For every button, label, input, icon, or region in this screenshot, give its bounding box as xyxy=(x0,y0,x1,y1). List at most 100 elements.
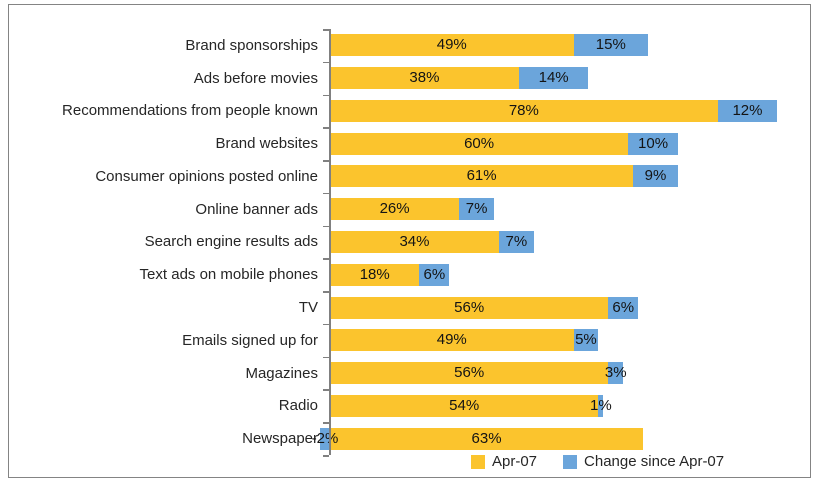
bar-apr07: 38% xyxy=(330,67,519,90)
row-bars: 49% 5% xyxy=(330,324,813,357)
bar-change-since-apr07: 3% xyxy=(605,362,627,385)
category-label: Online banner ads xyxy=(195,200,318,218)
row-bars: 78% 12% xyxy=(330,95,813,128)
axis-tick xyxy=(323,323,329,326)
bar-value-label: 63% xyxy=(471,429,502,447)
bar-change-since-apr07: 5% xyxy=(573,329,599,352)
chart-row: Brand sponsorships 49% 15% xyxy=(0,29,813,62)
bar-change-since-apr07: -2% xyxy=(312,427,338,450)
chart-row: Newspaper 63% -2% xyxy=(0,422,813,455)
chart-row: Recommendations from people known 78% 12% xyxy=(0,95,813,128)
bar-change-since-apr07: 15% xyxy=(573,34,649,57)
bar-value-label: 34% xyxy=(399,232,430,250)
row-bars: 38% 14% xyxy=(330,62,813,95)
bar-apr07: 56% xyxy=(330,362,609,385)
axis-tick xyxy=(323,258,329,260)
bar-value-label: 61% xyxy=(466,167,497,185)
bar-value-label: 26% xyxy=(379,200,410,218)
bar-change-since-apr07: 1% xyxy=(590,394,612,417)
axis-tick xyxy=(323,29,329,31)
row-bars: 18% 6% xyxy=(330,258,813,291)
chart-plot-area: Brand sponsorships 49% 15% Ads before movie… xyxy=(0,29,813,455)
category-label: Newspaper xyxy=(242,430,318,448)
row-bars: 49% 15% xyxy=(330,29,813,62)
bar-value-label: 15% xyxy=(595,36,626,54)
bar-apr07: 49% xyxy=(330,34,574,57)
bar-value-label: 78% xyxy=(508,101,539,119)
axis-tick xyxy=(323,160,329,162)
chart-row: Consumer opinions posted online 61% 9% xyxy=(0,160,813,193)
bar-apr07: 34% xyxy=(330,230,499,253)
bar-value-label: 49% xyxy=(436,331,467,349)
row-bars: 56% 6% xyxy=(330,291,813,324)
row-bars: 54% 1% xyxy=(330,389,813,422)
bar-change-since-apr07: 10% xyxy=(628,132,678,155)
bar-value-label: 7% xyxy=(505,232,528,250)
category-label: Search engine results ads xyxy=(144,233,318,251)
bar-value-label: 1% xyxy=(590,396,612,414)
chart-row: Online banner ads 26% 7% xyxy=(0,193,813,226)
bar-value-label: 56% xyxy=(454,298,485,316)
category-label: Ads before movies xyxy=(193,69,318,87)
category-label: Text ads on mobile phones xyxy=(139,266,318,284)
axis-tick xyxy=(323,389,329,391)
bar-apr07: 54% xyxy=(330,394,599,417)
bar-value-label: 5% xyxy=(575,331,597,349)
row-bars: 26% 7% xyxy=(330,193,813,226)
bar-value-label: -2% xyxy=(311,429,339,447)
bar-apr07: 60% xyxy=(330,132,629,155)
bar-value-label: 14% xyxy=(538,69,569,87)
row-bars: 34% 7% xyxy=(330,226,813,259)
axis-tick xyxy=(323,127,329,129)
category-label: Brand sponsorships xyxy=(185,36,318,54)
bar-value-label: 10% xyxy=(638,134,669,152)
bar-value-label: 60% xyxy=(464,134,495,152)
legend-swatch-apr07 xyxy=(471,454,485,469)
legend-label-apr07: Apr-07 xyxy=(492,453,538,470)
bar-change-since-apr07: 14% xyxy=(518,67,589,90)
bar-apr07: 26% xyxy=(330,198,460,221)
category-axis-line xyxy=(323,29,331,457)
axis-tick xyxy=(323,192,329,195)
legend: Apr-07 Change since Apr-07 xyxy=(471,453,724,470)
axis-tick xyxy=(323,291,329,293)
bar-change-since-apr07: 7% xyxy=(498,230,534,253)
bar-value-label: 54% xyxy=(449,396,480,414)
bar-value-label: 7% xyxy=(465,200,488,218)
chart-row: Magazines 56% 3% xyxy=(0,357,813,390)
bar-apr07: 49% xyxy=(330,329,574,352)
bar-apr07: 78% xyxy=(330,99,718,122)
category-label: Magazines xyxy=(245,364,318,382)
axis-tick xyxy=(323,455,329,457)
axis-tick xyxy=(323,61,329,64)
legend-item-apr07: Apr-07 xyxy=(471,453,537,470)
bar-value-label: 6% xyxy=(423,265,446,283)
category-label: Recommendations from people known xyxy=(62,102,318,120)
category-label: Radio xyxy=(278,397,318,415)
chart-row: TV 56% 6% xyxy=(0,291,813,324)
bar-change-since-apr07: 12% xyxy=(717,99,778,122)
axis-tick xyxy=(323,225,329,228)
bar-value-label: 6% xyxy=(612,298,635,316)
axis-tick xyxy=(323,422,329,424)
bar-value-label: 49% xyxy=(436,36,467,54)
chart-row: Text ads on mobile phones 18% 6% xyxy=(0,258,813,291)
row-bars: 63% -2% xyxy=(312,422,813,455)
bar-value-label: 3% xyxy=(604,364,627,382)
category-label: TV xyxy=(298,299,318,316)
bar-change-since-apr07: 6% xyxy=(608,296,639,319)
bar-apr07: 56% xyxy=(330,296,609,319)
bar-change-since-apr07: 6% xyxy=(419,263,450,286)
row-bars: 56% 3% xyxy=(330,357,813,390)
bar-apr07: 63% xyxy=(330,427,644,450)
legend-swatch-change xyxy=(563,454,578,469)
axis-tick xyxy=(323,94,329,97)
chart-row: Brand websites 60% 10% xyxy=(0,127,813,160)
bar-value-label: 9% xyxy=(644,167,667,185)
category-label: Consumer opinions posted online xyxy=(95,167,318,185)
chart-border xyxy=(8,4,811,478)
bar-value-label: 12% xyxy=(732,101,763,119)
category-label: Emails signed up for xyxy=(182,331,318,349)
chart-row: Ads before movies 38% 14% xyxy=(0,62,813,95)
